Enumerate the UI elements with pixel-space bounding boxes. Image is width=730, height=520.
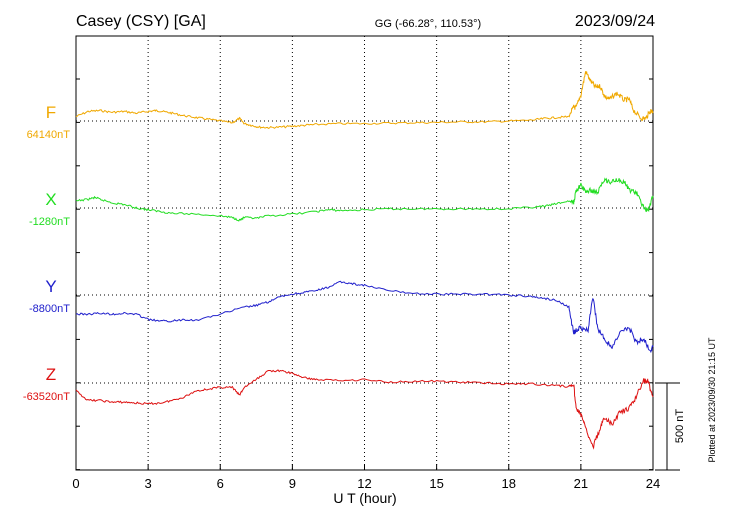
plotted-note: Plotted at 2023/09/30 21:15 UT	[707, 337, 717, 463]
series-name-x: X	[45, 190, 56, 209]
x-tick-label: 12	[357, 476, 371, 491]
series-line-z	[75, 369, 654, 450]
series-baseline-y: -8800nT	[29, 303, 70, 315]
station-title: Casey (CSY) [GA]	[76, 13, 206, 30]
series-baseline-x: -1280nT	[29, 216, 70, 228]
series-line-y	[75, 280, 654, 353]
series-name-z: Z	[46, 365, 56, 384]
series-name-f: F	[46, 103, 56, 122]
x-tick-label: 15	[429, 476, 443, 491]
x-axis-label: U T (hour)	[333, 490, 396, 506]
coordinates-label: GG (-66.28°, 110.53°)	[375, 18, 481, 30]
x-tick-label: 6	[217, 476, 224, 491]
scale-bar-label: 500 nT	[674, 409, 686, 444]
x-tick-label: 9	[289, 476, 296, 491]
x-tick-label: 21	[574, 476, 588, 491]
scale-bar: 500 nT	[655, 382, 686, 471]
series-line-f	[75, 71, 654, 129]
x-tick-label: 0	[72, 476, 79, 491]
date-label: 2023/09/24	[575, 13, 655, 30]
x-axis: 0 3 6 9 12 15 18 21 24	[72, 78, 660, 491]
series-baseline-z: -63520nT	[23, 391, 70, 403]
grid	[76, 36, 653, 470]
series-labels: F 64140nT X -1280nT Y -8800nT Z -63520nT	[23, 103, 70, 403]
x-tick-label: 24	[646, 476, 660, 491]
series-line-x	[75, 177, 654, 222]
series-baseline-f: 64140nT	[27, 129, 71, 141]
x-tick-label: 3	[145, 476, 152, 491]
x-tick-label: 18	[502, 476, 516, 491]
series-group	[75, 71, 654, 450]
series-name-y: Y	[45, 277, 56, 296]
